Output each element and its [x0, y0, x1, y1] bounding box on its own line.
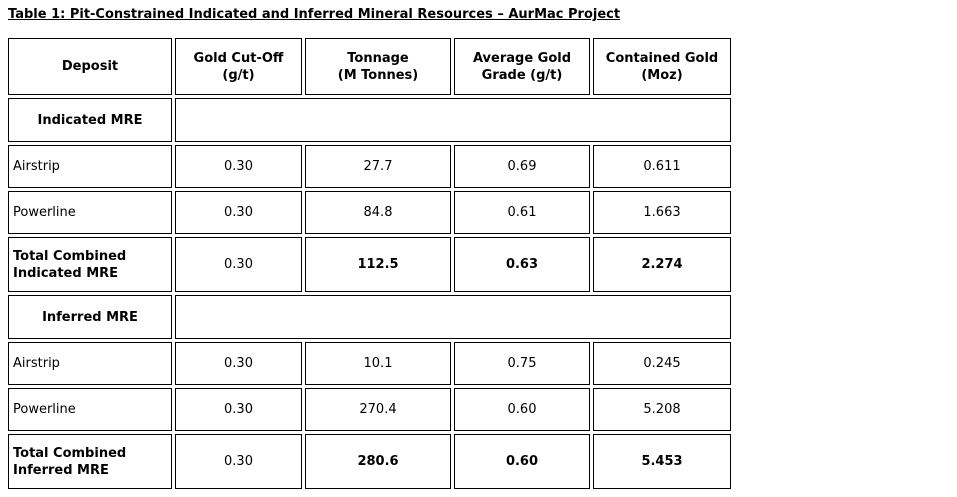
- contained-gold-cell: 0.245: [593, 342, 731, 385]
- section-spacer-cell: [175, 295, 731, 339]
- header-row: Deposit Gold Cut-Off (g/t) Tonnage (M To…: [8, 38, 731, 95]
- header-label-line2: (g/t): [222, 67, 255, 83]
- table-title: Table 1: Pit-Constrained Indicated and I…: [8, 7, 621, 22]
- column-header-average-gold-grade: Average Gold Grade (g/t): [454, 38, 590, 95]
- column-header-gold-cutoff: Gold Cut-Off (g/t): [175, 38, 302, 95]
- contained-gold-cell: 1.663: [593, 191, 731, 234]
- gold-grade-cell: 0.61: [454, 191, 590, 234]
- mineral-resources-table: Deposit Gold Cut-Off (g/t) Tonnage (M To…: [5, 35, 734, 492]
- tonnage-cell: 84.8: [305, 191, 451, 234]
- section-row-inferred: Inferred MRE: [8, 295, 731, 339]
- total-label-line1: Total Combined: [13, 445, 127, 461]
- gold-cutoff-cell: 0.30: [175, 191, 302, 234]
- gold-cutoff-cell: 0.30: [175, 388, 302, 431]
- total-label-line2: Indicated MRE: [13, 265, 119, 281]
- gold-grade-cell: 0.60: [454, 388, 590, 431]
- tonnage-cell: 270.4: [305, 388, 451, 431]
- column-header-tonnage: Tonnage (M Tonnes): [305, 38, 451, 95]
- contained-gold-cell: 5.208: [593, 388, 731, 431]
- deposit-cell: Airstrip: [8, 145, 172, 188]
- data-row-powerline-indicated: Powerline 0.30 84.8 0.61 1.663: [8, 191, 731, 234]
- total-label-cell: Total Combined Inferred MRE: [8, 434, 172, 489]
- deposit-cell: Powerline: [8, 191, 172, 234]
- tonnage-cell: 280.6: [305, 434, 451, 489]
- gold-cutoff-cell: 0.30: [175, 342, 302, 385]
- total-label-line2: Inferred MRE: [13, 462, 109, 478]
- header-label-line1: Average Gold: [472, 50, 572, 66]
- total-label-cell: Total Combined Indicated MRE: [8, 237, 172, 292]
- gold-cutoff-cell: 0.30: [175, 434, 302, 489]
- contained-gold-cell: 5.453: [593, 434, 731, 489]
- tonnage-cell: 27.7: [305, 145, 451, 188]
- data-row-airstrip-inferred: Airstrip 0.30 10.1 0.75 0.245: [8, 342, 731, 385]
- tonnage-cell: 112.5: [305, 237, 451, 292]
- gold-grade-cell: 0.69: [454, 145, 590, 188]
- data-row-airstrip-indicated: Airstrip 0.30 27.7 0.69 0.611: [8, 145, 731, 188]
- section-header-indicated-mre: Indicated MRE: [8, 98, 172, 142]
- header-label-line1: Gold Cut-Off: [193, 50, 284, 66]
- gold-grade-cell: 0.60: [454, 434, 590, 489]
- total-row-inferred: Total Combined Inferred MRE 0.30 280.6 0…: [8, 434, 731, 489]
- header-label-line2: (M Tonnes): [337, 67, 419, 83]
- tonnage-cell: 10.1: [305, 342, 451, 385]
- header-label-line1: Deposit: [61, 59, 119, 74]
- deposit-cell: Airstrip: [8, 342, 172, 385]
- deposit-cell: Powerline: [8, 388, 172, 431]
- header-label-line2: Grade (g/t): [481, 67, 563, 83]
- contained-gold-cell: 0.611: [593, 145, 731, 188]
- contained-gold-cell: 2.274: [593, 237, 731, 292]
- column-header-contained-gold: Contained Gold (Moz): [593, 38, 731, 95]
- total-row-indicated: Total Combined Indicated MRE 0.30 112.5 …: [8, 237, 731, 292]
- gold-cutoff-cell: 0.30: [175, 145, 302, 188]
- header-label-line1: Contained Gold: [605, 50, 719, 66]
- gold-grade-cell: 0.75: [454, 342, 590, 385]
- gold-grade-cell: 0.63: [454, 237, 590, 292]
- section-header-inferred-mre: Inferred MRE: [8, 295, 172, 339]
- gold-cutoff-cell: 0.30: [175, 237, 302, 292]
- section-row-indicated: Indicated MRE: [8, 98, 731, 142]
- header-label-line2: (Moz): [641, 67, 683, 83]
- data-row-powerline-inferred: Powerline 0.30 270.4 0.60 5.208: [8, 388, 731, 431]
- total-label-line1: Total Combined: [13, 248, 127, 264]
- column-header-deposit: Deposit: [8, 38, 172, 95]
- section-spacer-cell: [175, 98, 731, 142]
- header-label-line1: Tonnage: [347, 50, 409, 66]
